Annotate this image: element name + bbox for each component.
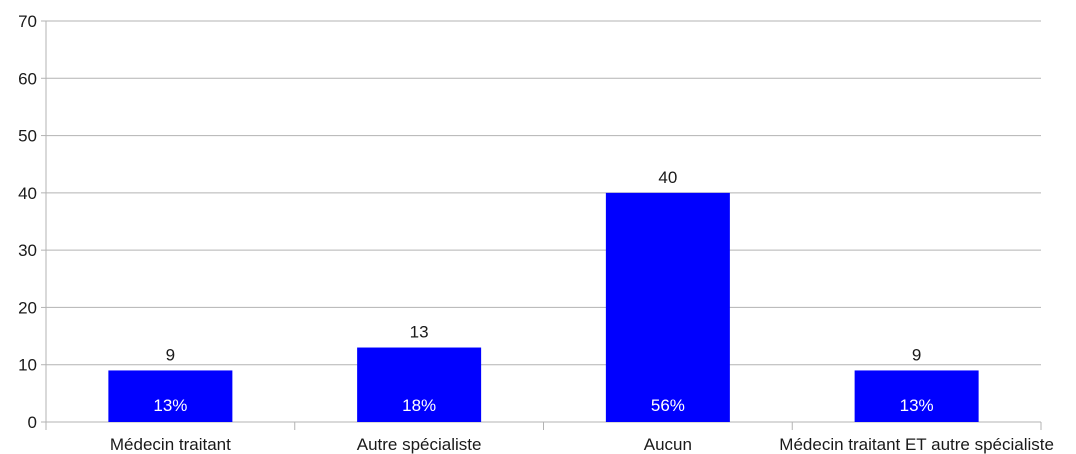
bar — [605, 192, 730, 422]
x-category-label: Médecin traitant — [110, 435, 231, 454]
bar-percent-label: 56% — [651, 396, 685, 415]
y-tick-label: 70 — [18, 12, 37, 31]
y-tick-label: 20 — [18, 298, 37, 317]
bar-value-label: 9 — [912, 345, 921, 364]
x-category-label: Médecin traitant ET autre spécialiste — [779, 435, 1054, 454]
y-tick-label: 0 — [28, 413, 37, 432]
bar-percent-label: 13% — [900, 396, 934, 415]
y-tick-label: 30 — [18, 241, 37, 260]
bar-value-label: 40 — [658, 168, 677, 187]
y-tick-label: 60 — [18, 69, 37, 88]
bars — [108, 192, 979, 422]
bar — [108, 370, 233, 422]
y-tick-label: 40 — [18, 184, 37, 203]
axes — [41, 20, 1042, 430]
x-category-label: Autre spécialiste — [357, 435, 482, 454]
bar-value-label: 13 — [410, 323, 429, 342]
labels: 0 10 20 30 40 50 60 70 9 13% Médecin traitant 13 18%… — [18, 12, 1054, 454]
bar-percent-label: 13% — [153, 396, 187, 415]
gridlines — [46, 20, 1041, 366]
y-tick-label: 50 — [18, 127, 37, 146]
y-tick-label: 10 — [18, 356, 37, 375]
bar — [854, 370, 979, 422]
bar-percent-label: 18% — [402, 396, 436, 415]
bar-value-label: 9 — [166, 345, 175, 364]
x-category-label: Aucun — [644, 435, 692, 454]
bar — [357, 347, 482, 422]
